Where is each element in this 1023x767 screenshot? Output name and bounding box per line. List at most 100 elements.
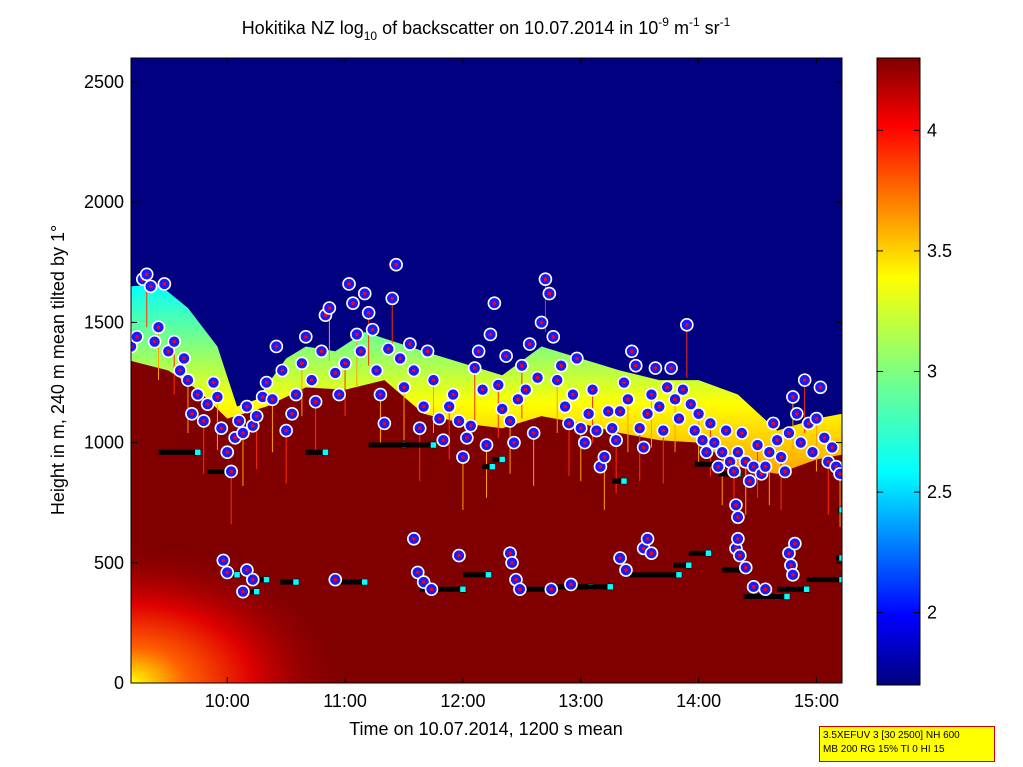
cloud-base-dot <box>451 392 455 397</box>
cloud-base-dot <box>484 443 489 447</box>
cloud-base-point <box>833 467 842 481</box>
cloud-base-point <box>259 375 274 390</box>
layer-segment-end <box>803 586 810 593</box>
plot-area <box>131 58 842 683</box>
cloud-base-dot <box>696 411 701 416</box>
cloud-base-point <box>544 582 559 597</box>
cloud-base-dot <box>457 553 461 558</box>
cloud-base-point <box>774 450 788 464</box>
cloud-base-dot <box>751 585 756 589</box>
cloud-base-dot <box>549 587 554 592</box>
cloud-base-dot <box>736 515 740 519</box>
cloud-base-dot <box>508 419 512 423</box>
cloud-base-dot <box>633 363 638 368</box>
cloud-base-dot <box>771 421 776 426</box>
cloud-base-point <box>452 414 466 428</box>
cloud-base-point <box>676 382 690 397</box>
cloud-base-point <box>581 406 596 421</box>
cloud-base-point <box>790 406 804 421</box>
cloud-base-point <box>564 577 578 592</box>
cloud-base-point <box>511 392 525 407</box>
cloud-base-dot <box>225 570 230 575</box>
y-tick-label: 2000 <box>84 192 124 212</box>
cloud-base-dot <box>300 361 304 366</box>
cloud-base-dot <box>747 479 752 483</box>
cloud-base-point <box>299 330 313 344</box>
cloud-base-dot <box>582 440 587 445</box>
cloud-base-dot <box>408 342 412 346</box>
cloud-base-point <box>793 435 808 450</box>
cloud-base-dot <box>425 349 430 354</box>
cloud-base-point <box>566 387 580 402</box>
cloud-base-point <box>715 445 729 460</box>
cloud-base-dot <box>578 426 583 430</box>
cloud-base-point <box>432 411 447 426</box>
cloud-base-dot <box>637 426 642 430</box>
cloud-base-point <box>733 548 747 563</box>
cloud-base-point <box>809 411 824 426</box>
cloud-base-point <box>652 399 667 414</box>
cloud-base-point <box>483 327 498 342</box>
cloud-base-point <box>577 435 592 450</box>
cloud-base-point <box>664 361 678 375</box>
cloud-base-point <box>206 375 221 390</box>
cloud-base-dot <box>610 426 615 430</box>
plot-frame <box>130 57 843 684</box>
info-box: 3.5XEFUV 3 [30 2500] NH 600 MB 200 RG 15… <box>819 726 995 762</box>
cloud-base-point <box>672 411 686 426</box>
cloud-base-dot <box>624 568 628 572</box>
cloud-base-point <box>813 380 828 395</box>
cloud-base-dot <box>555 378 560 382</box>
cloud-base-point <box>442 399 456 414</box>
cloud-base-point <box>304 373 319 387</box>
cloud-base-dot <box>156 325 161 330</box>
cloud-base-point <box>275 363 290 378</box>
cloud-base-dot <box>221 558 226 563</box>
cloud-base-point <box>805 445 820 460</box>
cloud-base-point <box>236 584 250 599</box>
cloud-base-point <box>377 416 392 431</box>
cloud-base-point <box>181 373 195 387</box>
precipitation-spikes <box>131 274 841 527</box>
cloud-base-dot <box>241 589 245 594</box>
cloud-base-dot <box>304 335 308 339</box>
cloud-base-point <box>143 279 158 294</box>
cloud-base-dot <box>374 368 379 373</box>
layer-segment-end <box>606 583 614 591</box>
cloud-base-point <box>157 277 172 291</box>
cloud-base-point <box>719 423 733 438</box>
cloud-base-dot <box>759 472 764 476</box>
cloud-base-dot <box>798 440 803 445</box>
cloud-base-point <box>200 397 215 411</box>
cloud-base-dot <box>641 445 646 450</box>
cloud-base-dot <box>567 421 571 426</box>
cloud-base-point <box>542 286 557 301</box>
cloud-base-point <box>139 267 154 282</box>
cloud-base-point <box>797 373 812 387</box>
cloud-base-point <box>151 320 166 335</box>
cloud-base-point <box>185 406 199 421</box>
cloud-base-point <box>393 351 407 366</box>
cloud-base-point <box>295 356 309 371</box>
cloud-base-dot <box>518 587 522 592</box>
cloud-base-point <box>381 342 396 356</box>
cloud-base-point <box>573 421 588 435</box>
cloud-base-point <box>236 426 250 440</box>
cloud-base-point <box>601 404 616 419</box>
cloud-base-dot <box>245 568 249 572</box>
layer-segment-end <box>838 554 842 562</box>
y-axis-label: Height in m, 240 m mean tilted by 1° <box>48 225 68 515</box>
cloud-base-point <box>742 474 757 488</box>
cloud-base-point <box>644 387 659 402</box>
colorbar <box>876 57 921 686</box>
cloud-base-point <box>240 399 254 414</box>
cloud-base-dot <box>182 356 186 361</box>
cloud-base-dot <box>547 291 552 296</box>
cloud-base-point <box>762 445 777 460</box>
cloud-base-point <box>766 416 781 431</box>
cloud-base-dot <box>457 419 461 423</box>
cloud-base-dot <box>661 428 666 433</box>
cloud-base-dot <box>270 397 275 402</box>
cloud-base-dot <box>688 402 693 406</box>
y-tick-label: 2500 <box>84 72 124 92</box>
